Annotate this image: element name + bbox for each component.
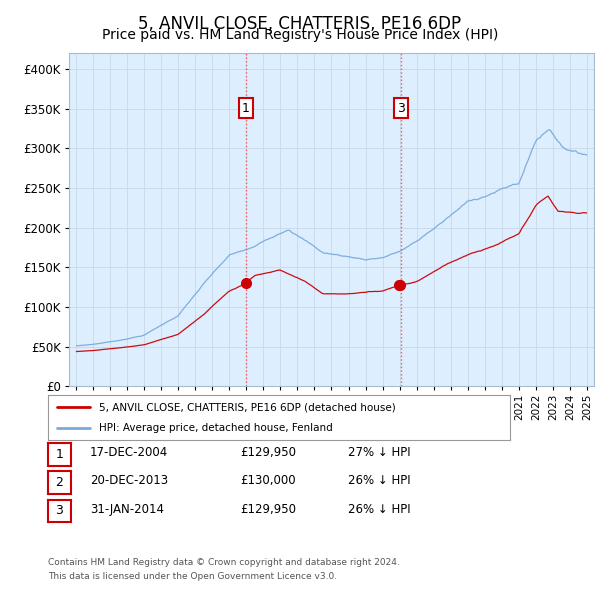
Text: 26% ↓ HPI: 26% ↓ HPI: [348, 474, 410, 487]
Text: 3: 3: [55, 504, 64, 517]
Text: 5, ANVIL CLOSE, CHATTERIS, PE16 6DP: 5, ANVIL CLOSE, CHATTERIS, PE16 6DP: [139, 15, 461, 33]
Text: 3: 3: [397, 101, 405, 114]
Text: This data is licensed under the Open Government Licence v3.0.: This data is licensed under the Open Gov…: [48, 572, 337, 581]
Text: £129,950: £129,950: [240, 503, 296, 516]
Text: 1: 1: [55, 448, 64, 461]
Text: 26% ↓ HPI: 26% ↓ HPI: [348, 503, 410, 516]
Text: 17-DEC-2004: 17-DEC-2004: [90, 446, 168, 459]
Text: Contains HM Land Registry data © Crown copyright and database right 2024.: Contains HM Land Registry data © Crown c…: [48, 558, 400, 566]
Text: 2: 2: [55, 476, 64, 489]
Text: 20-DEC-2013: 20-DEC-2013: [90, 474, 168, 487]
Text: HPI: Average price, detached house, Fenland: HPI: Average price, detached house, Fenl…: [99, 422, 332, 432]
Text: 27% ↓ HPI: 27% ↓ HPI: [348, 446, 410, 459]
Text: 31-JAN-2014: 31-JAN-2014: [90, 503, 164, 516]
Text: Price paid vs. HM Land Registry's House Price Index (HPI): Price paid vs. HM Land Registry's House …: [102, 28, 498, 42]
Text: £130,000: £130,000: [240, 474, 296, 487]
Text: 5, ANVIL CLOSE, CHATTERIS, PE16 6DP (detached house): 5, ANVIL CLOSE, CHATTERIS, PE16 6DP (det…: [99, 402, 395, 412]
Text: 1: 1: [242, 101, 250, 114]
Text: £129,950: £129,950: [240, 446, 296, 459]
